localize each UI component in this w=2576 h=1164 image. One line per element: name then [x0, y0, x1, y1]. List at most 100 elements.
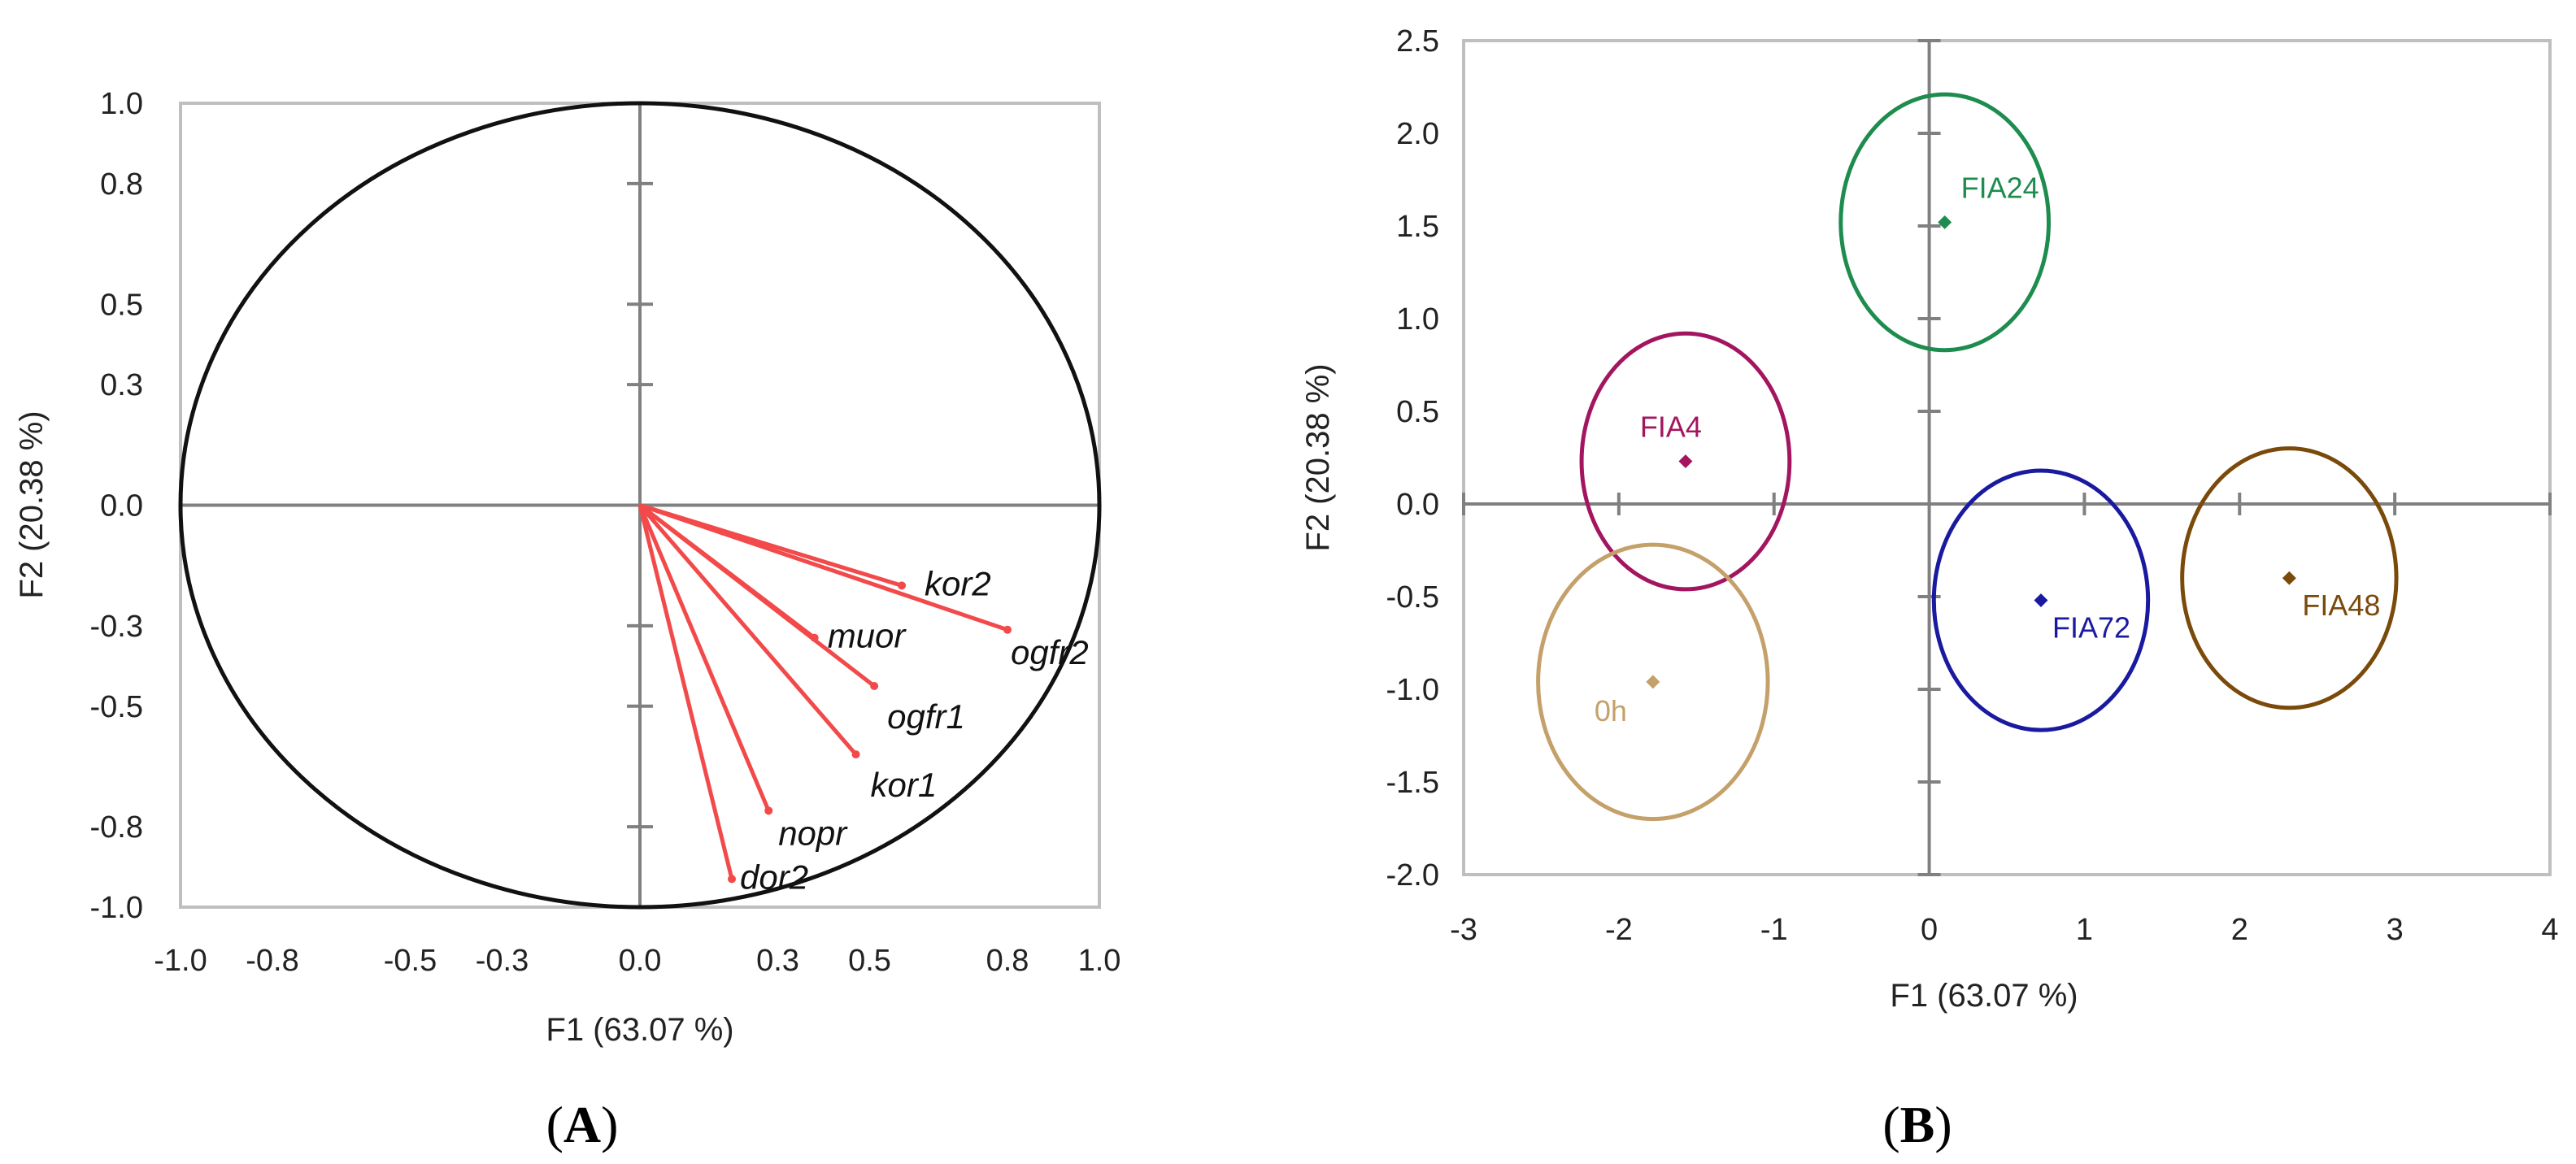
- group-label-fia72: FIA72: [2052, 611, 2130, 645]
- panel-b-label-close: ): [1934, 1096, 1952, 1153]
- panel-b-x-tick-label: -3: [1450, 913, 1477, 947]
- panel-a-x-tick-label: 0.3: [756, 944, 799, 978]
- panel-b-axes: [1462, 39, 2552, 876]
- vector-tip-ogfr1: [870, 682, 879, 691]
- vector-label-ogfr2: ogfr2: [1011, 633, 1089, 671]
- vector-line-ogfr2: [639, 503, 1008, 632]
- panel-a-label-open: (: [546, 1096, 564, 1153]
- centroid-0h: [1646, 675, 1660, 689]
- vector-line-nopr: [637, 504, 771, 812]
- panel-a-y-axis-title: F2 (20.38 %): [14, 410, 50, 598]
- vector-ogfr1: ogfr1: [638, 503, 965, 736]
- panel-b-x-tick-label: 0: [1921, 913, 1938, 947]
- vector-label-dor2: dor2: [740, 858, 808, 896]
- panel-b-label: (B): [1882, 1096, 1952, 1153]
- panel-a-vectors: kor2 ogfr2 muor ogfr1 kor1 nopr dor2: [637, 503, 1089, 896]
- panel-b-x-tick-label: 4: [2541, 913, 2558, 947]
- panel-a-x-tick-label: 0.8: [986, 944, 1029, 978]
- group-fia24: FIA24: [1838, 92, 2052, 353]
- panel-b-y-tick-label: 0.5: [1396, 395, 1439, 429]
- confidence-ellipse-fia4: [1579, 331, 1792, 592]
- group-label-fia24: FIA24: [1961, 171, 2039, 204]
- vector-label-kor2: kor2: [925, 564, 991, 602]
- centroid-fia48: [2282, 571, 2296, 585]
- vector-tip-nopr: [764, 806, 773, 815]
- confidence-ellipse-fia72: [1931, 468, 2151, 732]
- group-label-fia48: FIA48: [2302, 589, 2380, 622]
- panel-a-y-tick-label: 0.8: [100, 167, 143, 202]
- panel-a-x-tick-label: -0.5: [384, 944, 437, 978]
- group-fia48: FIA48: [2180, 446, 2399, 710]
- panel-a-label: (A): [546, 1096, 619, 1153]
- panel-b-y-tick-label: 1.0: [1396, 302, 1439, 337]
- panel-a-y-tick-label: 1.0: [100, 87, 143, 121]
- panel-a-correlation-circle: -1.0 -0.8 -0.5 -0.3 0.0 0.3 0.5 0.8 1.0 -1.0 -0.8…: [14, 87, 1120, 1153]
- panel-b-y-tick-label: -1.5: [1386, 766, 1439, 800]
- panel-b-x-axis-title: F1 (63.07 %): [1890, 978, 2078, 1014]
- vector-label-muor: muor: [828, 617, 907, 655]
- group-fia72: FIA72: [1931, 468, 2151, 732]
- panel-a-y-tick-label: -0.5: [90, 690, 143, 724]
- panel-a-y-tick-label: 0.3: [100, 368, 143, 402]
- panel-a-x-tick-label: -0.3: [476, 944, 529, 978]
- panel-a-x-tick-label: 0.0: [619, 944, 662, 978]
- panel-b-y-tick-label: 2.5: [1396, 24, 1439, 59]
- panel-a-x-tick-label: -0.8: [246, 944, 298, 978]
- panel-b-y-tick-label: -0.5: [1386, 580, 1439, 615]
- panel-b-x-tick-label: 3: [2387, 913, 2404, 947]
- panel-a-x-tick-label: 0.5: [848, 944, 891, 978]
- vector-line-ogfr1: [638, 503, 876, 688]
- panel-b-y-tick-label: 0.0: [1396, 488, 1439, 522]
- panel-b-y-tick-label: 2.0: [1396, 117, 1439, 151]
- panel-a-x-tick-label: -1.0: [154, 944, 207, 978]
- panel-b-x-tick-label: 1: [2076, 913, 2093, 947]
- vector-line-dor2: [637, 504, 734, 880]
- confidence-ellipse-0h: [1536, 542, 1770, 822]
- panel-a-x-ticks: -1.0 -0.8 -0.5 -0.3 0.0 0.3 0.5 0.8 1.0: [154, 944, 1120, 978]
- group-0h: 0h: [1536, 542, 1770, 822]
- panel-b-y-axis-title: F2 (20.38 %): [1300, 363, 1336, 551]
- panel-a-y-tick-label: -0.8: [90, 810, 143, 845]
- panel-b-label-letter: B: [1900, 1096, 1935, 1153]
- panel-b-x-tick-label: -2: [1605, 913, 1633, 947]
- panel-a-y-tick-label: -0.3: [90, 610, 143, 644]
- vector-label-ogfr1: ogfr1: [887, 697, 965, 736]
- group-label-fia4: FIA4: [1640, 410, 1702, 444]
- panel-a-y-tick-label: 0.5: [100, 288, 143, 322]
- panel-b-x-ticks: -3 -2 -1 0 1 2 3 4: [1450, 913, 2558, 947]
- panel-b-observation-plot: -3 -2 -1 0 1 2 3 4 -2.0 -1.5 -1.0 -0.5 0.0 0.5 1.0 1.5…: [1300, 24, 2559, 1153]
- panel-b-y-tick-label: -1.0: [1386, 673, 1439, 707]
- vector-kor1: kor1: [638, 503, 938, 804]
- panel-a-x-tick-label: 1.0: [1078, 944, 1121, 978]
- group-fia4: FIA4: [1579, 331, 1792, 592]
- vector-label-kor1: kor1: [871, 766, 938, 804]
- panel-b-y-tick-label: 1.5: [1396, 210, 1439, 244]
- panel-b-plot-frame: [1462, 39, 2552, 876]
- correlation-circle: [178, 101, 1102, 910]
- vector-tip-ogfr2: [1003, 625, 1012, 634]
- panel-a-x-axis-title: F1 (63.07 %): [546, 1012, 733, 1048]
- vector-tip-kor1: [851, 750, 860, 759]
- panel-a-y-tick-label: -1.0: [90, 891, 143, 925]
- centroid-fia72: [2034, 593, 2048, 608]
- vector-line-kor1: [638, 503, 858, 756]
- vector-dor2: dor2: [637, 504, 808, 896]
- panel-b-y-ticks: -2.0 -1.5 -1.0 -0.5 0.0 0.5 1.0 1.5 2.0 2.5: [1386, 24, 1439, 893]
- vector-ogfr2: ogfr2: [639, 503, 1089, 671]
- confidence-ellipse-fia24: [1838, 92, 2052, 353]
- vector-tip-dor2: [728, 875, 736, 884]
- panel-b-x-tick-label: -1: [1760, 913, 1788, 947]
- panel-b-x-tick-label: 2: [2231, 913, 2248, 947]
- vector-nopr: nopr: [637, 504, 848, 852]
- panel-a-label-letter: A: [564, 1096, 601, 1153]
- panel-a-y-ticks: -1.0 -0.8 -0.5 -0.3 0.0 0.3 0.5 0.8 1.0: [90, 87, 143, 925]
- panel-a-y-tick-label: 0.0: [100, 489, 143, 523]
- panel-a-label-close: ): [601, 1096, 618, 1153]
- group-label-0h: 0h: [1595, 694, 1627, 728]
- panel-b-label-open: (: [1882, 1096, 1899, 1153]
- vector-label-nopr: nopr: [778, 814, 848, 852]
- panel-b-y-tick-label: -2.0: [1386, 858, 1439, 893]
- centroid-fia4: [1678, 454, 1693, 469]
- confidence-ellipse-fia48: [2180, 446, 2399, 710]
